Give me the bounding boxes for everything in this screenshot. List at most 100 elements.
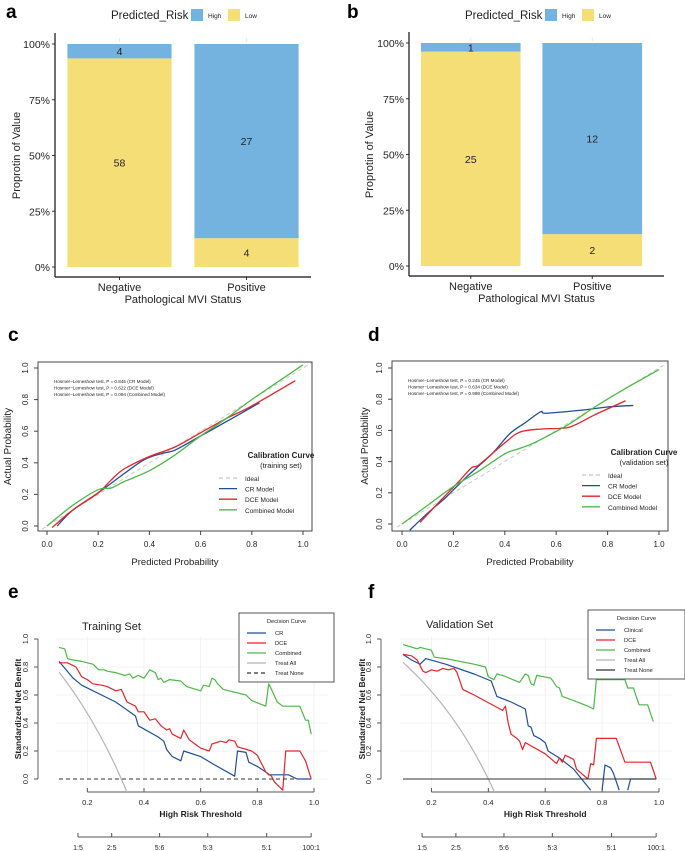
x2-tick-label: 5:3 — [547, 845, 557, 851]
legend-label: Combined Model — [608, 505, 658, 512]
y-tick-label: 0.6 — [375, 424, 384, 436]
legend-label: CR — [275, 631, 283, 637]
x-axis-title: Predicted Probability — [131, 557, 218, 568]
series-group — [396, 362, 667, 531]
legend-label: Combined — [624, 648, 650, 654]
x2-tick-label: 5:3 — [203, 845, 213, 851]
legend-label: Treat None — [275, 671, 304, 677]
legend-label-low: Low — [599, 13, 611, 20]
series-line-dce — [402, 653, 657, 780]
y-tick-label: 0.4 — [375, 455, 384, 467]
x-axis-title: Pathological MVI Status — [478, 293, 595, 305]
legend-key-high — [545, 9, 557, 21]
chart-title: Validation Set — [426, 619, 493, 631]
plot-frame — [391, 360, 669, 532]
bar-low-negative — [67, 58, 172, 267]
series-line-dce-model — [419, 400, 626, 523]
legend-key-low — [582, 9, 594, 21]
legend-label: DCE — [275, 641, 287, 647]
decision-curve-training: Training Set 0.0 0.2 0.4 0.6 0.8 1.0 Standardiz… — [13, 612, 335, 851]
legend-subtitle: (validation set) — [620, 458, 669, 467]
y-axis-title: Standardized Net Benefit — [357, 659, 367, 760]
series-line-combined — [402, 644, 654, 722]
legend-box — [587, 609, 685, 680]
legend-title: Calibration Curve — [611, 448, 678, 457]
panel-label-d: d — [368, 325, 380, 346]
x-tick-label: 0.2 — [448, 540, 460, 549]
series-line-dce-model — [51, 380, 296, 529]
data-label-high-positive: 27 — [241, 136, 253, 148]
series-line-cr-model — [409, 404, 634, 531]
y-tick-label: 0.4 — [21, 718, 30, 728]
hosmer-lemeshow-annotation: Hosmer−Lemeshow test, P = 0.622 (DCE Mod… — [54, 386, 154, 391]
y-axis-title: Proprotin of Value — [11, 112, 23, 199]
x2-tick-label: 5:1 — [262, 845, 272, 851]
series-line-cr-model — [56, 402, 260, 527]
y-tick-label: 0.6 — [21, 425, 30, 437]
legend-label-low: Low — [245, 13, 257, 20]
x-tick-label: 0.6 — [195, 798, 205, 807]
bar-low-positive — [542, 234, 643, 266]
x-tick-label: Positive — [227, 282, 266, 294]
x-tick-label: 0.6 — [195, 540, 207, 549]
stacked-bar-chart-training: Predicted_Risk High Low 58 4 Negative 4 27 Posit… — [11, 9, 311, 306]
x2-tick-label: 5:1 — [607, 845, 617, 851]
y-tick-label: 0.6 — [364, 690, 373, 700]
y-tick-label: 50% — [29, 151, 50, 163]
legend-label-high: High — [562, 13, 576, 20]
legend-title: Predicted_Risk — [111, 10, 189, 22]
bar-high-positive — [194, 44, 299, 239]
legend-label: Treat All — [624, 658, 645, 664]
series-line-clinical-segment-2- — [601, 764, 620, 791]
legend-key-high — [191, 9, 203, 21]
y-tick-label: 0.8 — [364, 662, 373, 672]
x-axis-title: High Risk Threshold — [159, 809, 242, 819]
y-tick-label: 50% — [383, 150, 404, 162]
legend-label: Combined — [275, 651, 301, 657]
y-tick-label: 100% — [23, 39, 50, 51]
chart-title: Training Set — [82, 621, 141, 633]
legend-label-high: High — [208, 13, 222, 20]
x2-tick-label: 1:5 — [417, 845, 427, 851]
x-tick-label: 0.6 — [551, 540, 563, 549]
legend-title: Decision Curve — [617, 616, 656, 622]
x-tick-label: Positive — [573, 281, 612, 293]
y-tick-label: 0.0 — [375, 518, 384, 530]
series-group — [41, 362, 311, 530]
x-tick-label: 0.2 — [93, 540, 105, 549]
hosmer-lemeshow-annotation: Hosmer−Lemeshow test, P = 0.845 (CR Mode… — [54, 379, 151, 384]
series-line-clinical-segment-3- — [627, 778, 657, 791]
x-tick-label: 0.0 — [396, 540, 408, 549]
y-tick-label: 0% — [35, 262, 50, 274]
x-tick-label: 1.0 — [654, 798, 664, 807]
panel-label-e: e — [8, 582, 19, 603]
y-tick-label: 0.2 — [364, 746, 373, 756]
panel-label-a: a — [6, 2, 17, 23]
x-axis-title: High Risk Threshold — [504, 809, 587, 819]
plot-frame — [37, 361, 313, 532]
panel-label-f: f — [368, 582, 375, 603]
hosmer-lemeshow-annotation: Hosmer−Lemeshow test, P = 0.998 (Combine… — [408, 391, 519, 396]
legend-key-low — [228, 9, 240, 21]
series-group — [402, 644, 657, 792]
x2-tick-label: 1:5 — [73, 845, 83, 851]
x2-tick-label: 100:1 — [302, 845, 320, 851]
x-axis-title: Pathological MVI Status — [125, 294, 242, 306]
series-line-dce — [59, 662, 312, 791]
x-tick-label: 0.4 — [483, 798, 493, 807]
y-tick-label: 25% — [29, 206, 50, 218]
legend-subtitle: (training set) — [260, 461, 302, 470]
data-label-high-negative: 1 — [468, 42, 474, 54]
series-line-treat-all — [402, 661, 496, 792]
bar-low-negative — [420, 51, 521, 267]
data-label-high-negative: 4 — [117, 46, 123, 58]
series-line-combined-model — [46, 364, 304, 527]
y-tick-label: 0.2 — [21, 488, 30, 500]
hosmer-lemeshow-annotation: Hosmer−Lemeshow test, P = 0.094 (Combine… — [54, 392, 165, 397]
series-line-clinical — [402, 653, 592, 791]
y-tick-label: 0% — [389, 261, 404, 273]
legend-title: Decision Curve — [267, 619, 306, 625]
y-tick-label: 0.8 — [21, 662, 30, 672]
y-tick-label: 0.0 — [364, 774, 373, 784]
x-tick-label: 0.2 — [426, 798, 436, 807]
